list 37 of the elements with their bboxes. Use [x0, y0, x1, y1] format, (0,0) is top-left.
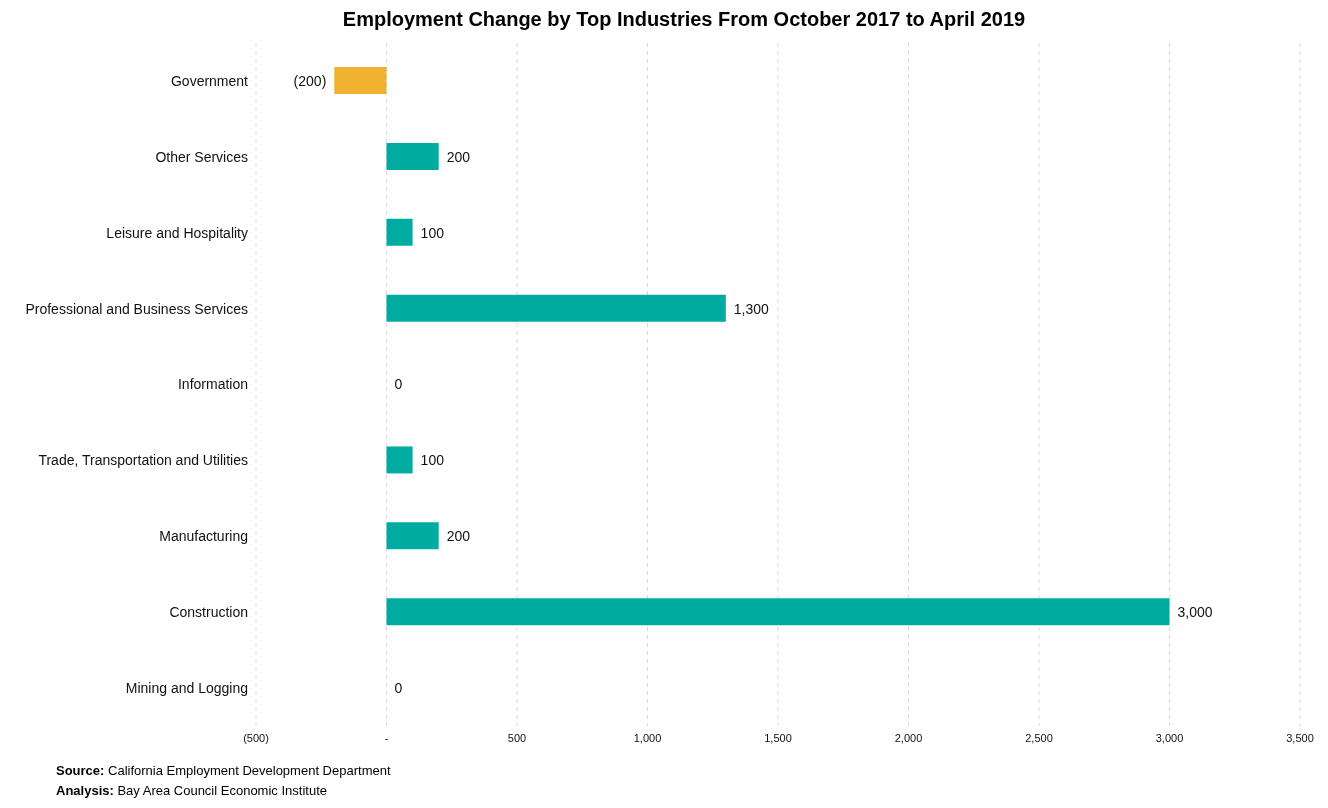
- x-tick-label: (500): [243, 731, 269, 744]
- x-tick-label: 3,000: [1155, 731, 1184, 744]
- bar: [386, 598, 1170, 626]
- x-tick-label: -: [384, 731, 389, 744]
- data-label: 0: [394, 376, 403, 393]
- x-tick-label: 2,000: [894, 731, 923, 744]
- x-tick-label: 1,500: [764, 731, 792, 744]
- y-tick-label: Other Services: [155, 148, 248, 165]
- data-label: 100: [420, 224, 445, 241]
- data-label: 1,300: [733, 300, 770, 317]
- bar: [386, 142, 439, 170]
- bar: [334, 67, 387, 94]
- y-tick-label: Mining and Logging: [125, 680, 248, 697]
- chart-title: Employment Change by Top Industries From October 2017 to April 2019: [341, 8, 1027, 31]
- y-tick-label: Information: [177, 376, 248, 393]
- data-label: 3,000: [1177, 604, 1213, 621]
- x-tick-label: 500: [507, 731, 527, 744]
- y-tick-label: Government: [170, 72, 249, 89]
- data-label: 0: [394, 679, 403, 696]
- data-label: (200): [293, 72, 327, 89]
- x-tick-label: 3,500: [1286, 731, 1314, 744]
- y-tick-label: Construction: [169, 604, 248, 621]
- x-tick-label: 1,000: [633, 731, 662, 744]
- y-tick-label: Manufacturing: [159, 528, 248, 545]
- data-label: 100: [420, 452, 445, 469]
- y-tick-label: Professional and Business Services: [25, 300, 248, 317]
- y-tick-label: Leisure and Hospitality: [106, 224, 248, 241]
- text: Analysis: Bay Area Council Economic Institute: [56, 782, 328, 800]
- bar: [386, 446, 413, 474]
- source-note: Source: California Employment Development Department: [56, 762, 392, 780]
- bar: [386, 218, 413, 246]
- data-label: 200: [446, 528, 471, 545]
- y-tick-label: Trade, Transportation and Utilities: [38, 452, 248, 469]
- bar: [386, 294, 726, 322]
- bar: [386, 522, 439, 550]
- x-tick-label: 2,500: [1025, 731, 1053, 744]
- data-label: 200: [446, 148, 471, 165]
